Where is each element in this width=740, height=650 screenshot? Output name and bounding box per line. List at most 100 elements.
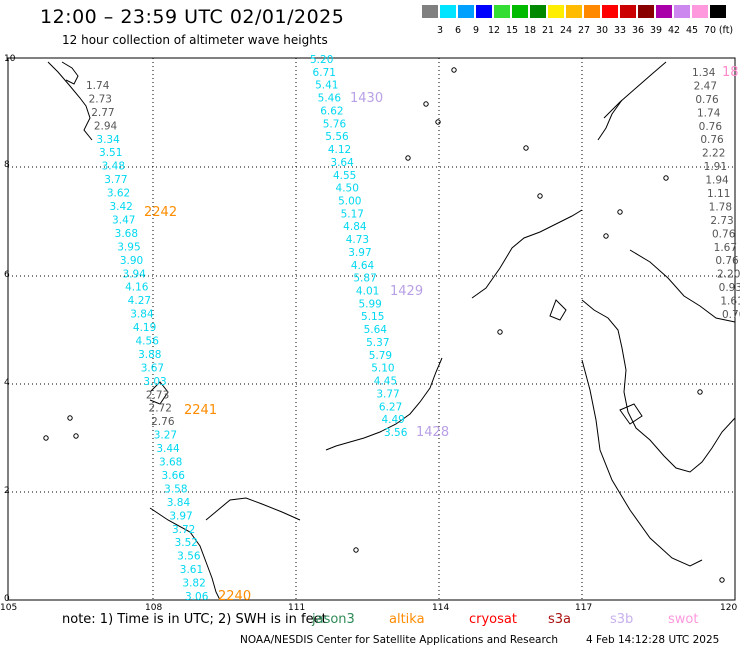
satellite-name: altika [389,612,425,627]
legend-label: 9 [472,25,480,36]
swh-value: 5.87 [353,273,376,285]
swh-value: 1.34 [692,67,716,79]
x-tick-label: 117 [575,603,593,613]
swh-value: 3.03 [143,376,166,388]
swh-value: 5.15 [361,311,384,323]
credit-line: NOAA/NESDIS Center for Satellite Applica… [240,634,558,646]
swh-value: 3.68 [115,228,138,240]
swh-value: 3.56 [384,427,408,439]
swh-value: 4.50 [336,183,359,195]
island [423,101,429,107]
pass-label: 1430 [350,91,383,106]
swh-value: 3.67 [141,362,164,374]
swh-value: 2.94 [94,120,118,132]
swh-value: 5.64 [364,324,388,336]
swh-value: 0.76 [700,134,724,146]
pass-label: 1429 [390,284,423,299]
swh-value: 3.44 [156,443,180,455]
island [43,435,49,441]
legend-swatch [692,5,708,18]
island [663,175,669,181]
swh-value: 1.78 [709,201,732,213]
timestamp: 4 Feb 14:12:28 UTC 2025 [586,634,720,646]
swh-value: 5.99 [358,298,381,310]
legend-swatch [620,5,636,18]
coastline [581,299,736,473]
swh-value: 1.67 [714,242,737,254]
swh-value: 1.91 [704,161,727,173]
map-title: 12:00 – 23:59 UTC 02/01/2025 [40,6,345,28]
island [451,67,457,73]
x-tick-label: 105 [0,603,18,613]
legend-swatch [602,5,618,18]
swh-value: 5.37 [366,337,389,349]
coastline [47,61,93,141]
swh-value: 3.94 [122,268,146,280]
satellite-name: s3a [548,612,572,627]
swh-value: 3.66 [162,470,186,482]
coastline [61,61,79,85]
swh-value: 3.88 [138,349,161,361]
coastline [549,299,567,321]
swh-value: 4.56 [136,336,160,348]
swh-value: 4.16 [125,282,149,294]
legend-swatch [710,5,726,18]
legend-label: 42 [667,25,681,36]
legend-swatch [440,5,456,18]
legend-label: 24 [559,25,573,36]
swh-value: 2.20 [717,269,740,281]
swh-value: 0.76 [712,228,736,240]
y-tick-label: 0 [4,594,10,604]
island [719,577,725,583]
swh-value: 6.27 [379,401,402,413]
y-tick-label: 6 [4,270,10,280]
swh-value: 5.41 [315,80,338,92]
swh-value: 2.76 [151,416,175,428]
satellite-name: cryosat [469,612,517,627]
swh-value: 3.27 [154,430,177,442]
swh-value: 5.46 [318,93,342,105]
swh-value: 3.77 [376,388,399,400]
y-tick-label: 10 [4,54,16,64]
swh-value: 4.45 [374,376,397,388]
swh-value: 3.77 [104,174,127,186]
legend-label: 27 [577,25,591,36]
swh-value: 5.10 [371,363,394,375]
swh-value: 1.74 [86,80,110,92]
pass-label: 2242 [144,205,177,220]
y-tick-label: 2 [4,486,10,496]
swh-value: 4.84 [343,221,367,233]
satellite-name: jason3 [312,612,355,627]
swh-value: 4.49 [381,414,404,426]
swh-value: 3.42 [109,201,132,213]
swh-value: 6.71 [313,67,336,79]
legend-label: 30 [595,25,609,36]
swh-value: 4.19 [133,322,156,334]
swh-value: 0.76 [715,255,739,267]
swh-value: 5.20 [310,54,333,66]
swh-value: 4.12 [328,144,351,156]
swh-value: 2.73 [710,215,733,227]
swh-value: 3.97 [169,510,192,522]
map-subtitle: 12 hour collection of altimeter wave hei… [62,33,328,47]
legend-label: 70 [703,25,717,36]
swh-value: 3.84 [130,309,154,321]
island [537,193,543,199]
coastline [629,249,736,323]
swh-value: 3.51 [99,147,122,159]
island [67,415,73,421]
swh-value: 1.11 [707,188,730,200]
legend-swatch [584,5,600,18]
swh-value: 3.48 [102,161,125,173]
coastline [471,209,583,299]
swh-value: 4.01 [356,286,379,298]
coastline [205,497,301,521]
swh-value: 3.34 [96,134,120,146]
swh-value: 5.17 [341,208,364,220]
swh-value: 3.47 [112,214,135,226]
y-tick-label: 8 [4,160,10,170]
legend-label: 39 [649,25,663,36]
coastline [603,61,667,119]
pass-label: 2240 [218,589,251,604]
